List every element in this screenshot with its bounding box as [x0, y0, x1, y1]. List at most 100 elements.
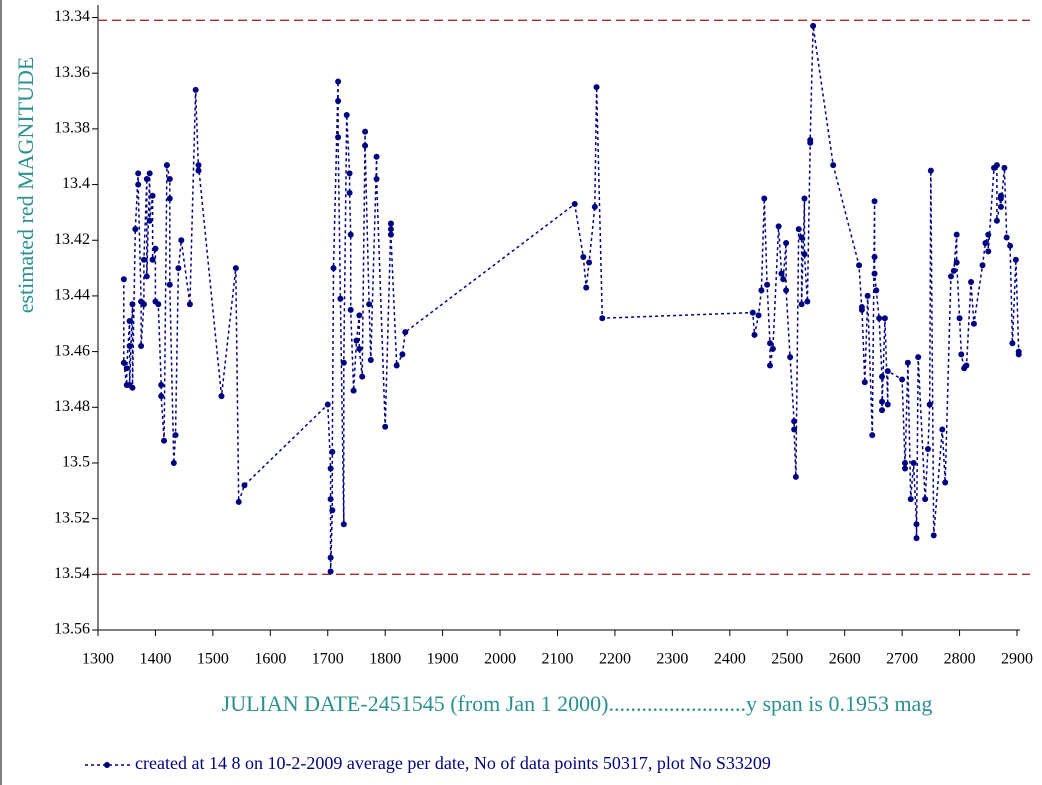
data-point: [764, 281, 771, 288]
data-point: [149, 192, 156, 199]
data-point: [947, 273, 954, 280]
data-point: [804, 298, 811, 305]
data-point: [140, 301, 147, 308]
x-axis-label: JULIAN DATE-2451545 (from Jan 1 2000)...…: [222, 691, 933, 716]
data-point: [758, 287, 765, 294]
data-point: [327, 496, 334, 503]
data-point: [913, 521, 920, 528]
y-tick-label: 13.46: [54, 342, 90, 359]
data-point: [129, 301, 136, 308]
data-point: [593, 84, 600, 91]
data-point: [970, 320, 977, 327]
data-point: [126, 317, 133, 324]
data-point: [152, 245, 159, 252]
data-point: [950, 267, 957, 274]
y-tick-label: 13.34: [54, 8, 90, 25]
data-point: [884, 401, 891, 408]
data-point: [879, 407, 886, 414]
y-tick-label: 13.54: [54, 565, 90, 582]
y-axis-label: estimated red MAGNITUDE: [13, 57, 38, 314]
data-point: [155, 301, 162, 308]
data-point: [172, 432, 179, 439]
data-point: [329, 507, 336, 514]
data-point: [942, 479, 949, 486]
data-point: [1001, 164, 1008, 171]
x-tick-label: 2900: [1001, 651, 1033, 668]
data-point: [343, 111, 350, 118]
data-point: [985, 248, 992, 255]
data-point: [953, 259, 960, 266]
data-point: [330, 265, 337, 272]
y-tick-label: 13.48: [54, 398, 90, 415]
data-point: [583, 284, 590, 291]
data-point: [792, 473, 799, 480]
data-point: [149, 256, 156, 263]
data-point: [907, 496, 914, 503]
data-point: [767, 362, 774, 369]
data-point: [393, 362, 400, 369]
data-point: [913, 535, 920, 542]
x-tick-label: 2300: [656, 651, 688, 668]
data-point: [871, 270, 878, 277]
data-point: [166, 281, 173, 288]
data-point: [795, 226, 802, 233]
data-point: [123, 365, 130, 372]
data-point: [982, 240, 989, 247]
data-point: [382, 423, 389, 430]
data-point: [327, 568, 334, 575]
x-tick-label: 2700: [886, 651, 918, 668]
data-point: [787, 354, 794, 361]
data-point: [879, 398, 886, 405]
data-point: [858, 304, 865, 311]
data-point: [599, 315, 606, 322]
data-point: [1012, 256, 1019, 263]
data-point: [347, 231, 354, 238]
data-point: [135, 181, 142, 188]
data-point: [218, 393, 225, 400]
data-point: [402, 329, 409, 336]
data-point: [1015, 351, 1022, 358]
data-point: [930, 532, 937, 539]
data-point: [327, 465, 334, 472]
data-point: [366, 301, 373, 308]
data-point: [769, 345, 776, 352]
legend-marker: [104, 762, 110, 768]
data-point: [910, 459, 917, 466]
data-point: [335, 98, 342, 105]
data-point: [864, 292, 871, 299]
data-point: [1009, 340, 1016, 347]
series-line: [123, 25, 1020, 572]
data-point: [175, 265, 182, 272]
data-point: [362, 142, 369, 149]
x-tick-label: 1500: [197, 651, 229, 668]
data-point: [1007, 242, 1014, 249]
data-point: [192, 86, 199, 93]
data-point: [958, 351, 965, 358]
data-point: [387, 231, 394, 238]
data-point: [387, 226, 394, 233]
data-point: [373, 175, 380, 182]
data-point: [830, 162, 837, 169]
data-point: [146, 170, 153, 177]
x-tick-label: 2100: [542, 651, 574, 668]
data-point: [340, 521, 347, 528]
data-point: [807, 137, 814, 144]
data-point: [135, 170, 142, 177]
data-point: [399, 351, 406, 358]
data-point: [353, 337, 360, 344]
data-point: [979, 262, 986, 269]
x-tick-label: 2600: [829, 651, 861, 668]
data-point: [783, 240, 790, 247]
data-point: [340, 359, 347, 366]
data-point: [195, 162, 202, 169]
data-point: [968, 279, 975, 286]
data-point: [791, 426, 798, 433]
data-point: [927, 167, 934, 174]
legend-label: created at 14 8 on 10-2-2009 average per…: [135, 753, 771, 773]
data-point: [879, 373, 886, 380]
data-point: [120, 359, 127, 366]
y-tick-label: 13.36: [54, 64, 90, 81]
data-point: [359, 373, 366, 380]
data-point: [329, 448, 336, 455]
data-point: [963, 362, 970, 369]
